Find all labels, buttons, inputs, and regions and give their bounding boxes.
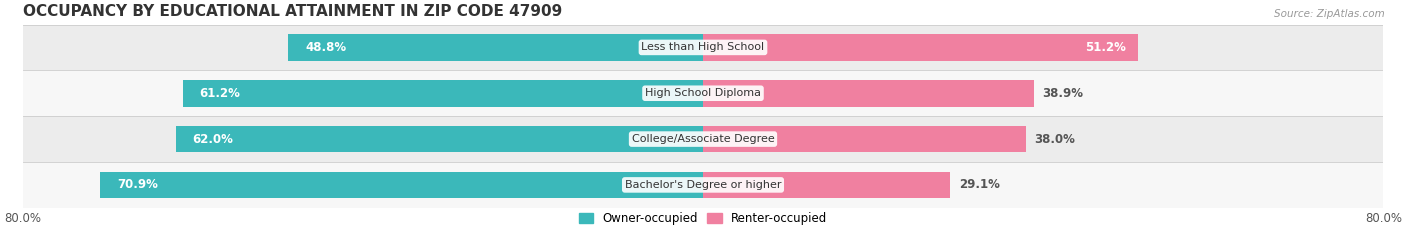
Text: 70.9%: 70.9% [117,178,157,191]
Bar [703,34,1139,61]
Bar [22,162,1384,208]
Bar [176,126,703,152]
Bar [703,80,1033,106]
Text: High School Diploma: High School Diploma [645,88,761,98]
Text: 61.2%: 61.2% [200,87,240,100]
Legend: Owner-occupied, Renter-occupied: Owner-occupied, Renter-occupied [574,207,832,230]
Text: 38.0%: 38.0% [1035,133,1076,146]
Text: 38.9%: 38.9% [1042,87,1083,100]
Bar [22,24,1384,70]
Bar [183,80,703,106]
Text: OCCUPANCY BY EDUCATIONAL ATTAINMENT IN ZIP CODE 47909: OCCUPANCY BY EDUCATIONAL ATTAINMENT IN Z… [22,4,562,19]
Text: 62.0%: 62.0% [193,133,233,146]
Text: Less than High School: Less than High School [641,42,765,52]
Bar [703,126,1026,152]
Text: Bachelor's Degree or higher: Bachelor's Degree or higher [624,180,782,190]
Bar [703,172,950,198]
Text: 51.2%: 51.2% [1085,41,1126,54]
Bar [100,172,703,198]
Text: Source: ZipAtlas.com: Source: ZipAtlas.com [1274,9,1385,19]
Text: College/Associate Degree: College/Associate Degree [631,134,775,144]
Text: 48.8%: 48.8% [305,41,346,54]
Text: 29.1%: 29.1% [959,178,1000,191]
Bar [22,70,1384,116]
Bar [22,116,1384,162]
Bar [288,34,703,61]
